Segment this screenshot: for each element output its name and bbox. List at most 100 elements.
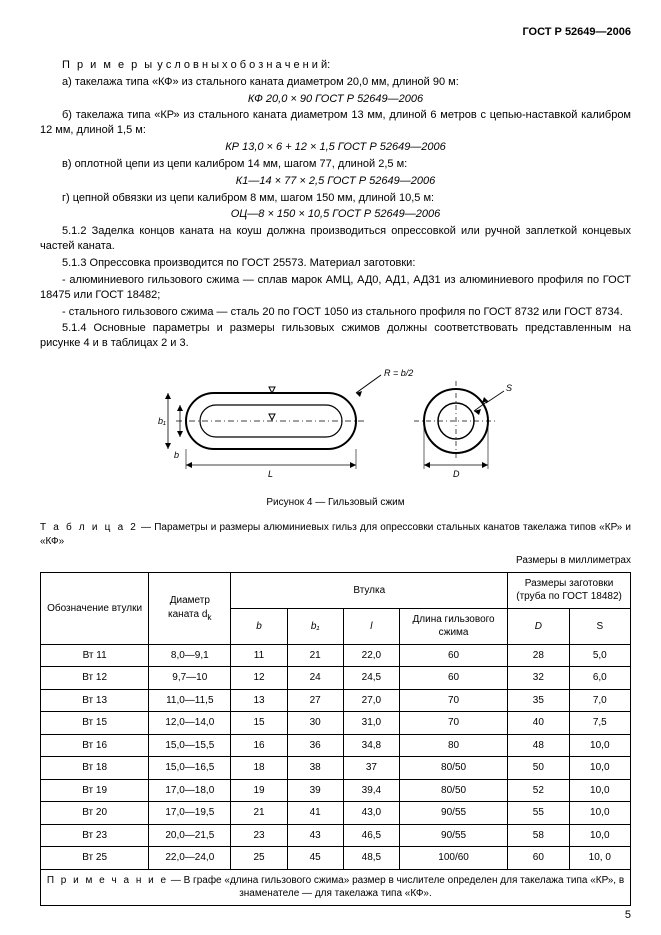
cell-name: Вт 23	[41, 824, 149, 847]
cell-b: 13	[231, 689, 287, 712]
table-row: Вт 1311,0—11,5132727,070357,0	[41, 689, 631, 712]
cell-name: Вт 25	[41, 847, 149, 870]
figure-caption: Рисунок 4 — Гильзовый сжим	[40, 496, 631, 510]
cell-dk: 17,0—19,5	[149, 802, 231, 825]
cell-dk: 9,7—10	[149, 667, 231, 690]
table-row: Вт 1512,0—14,0153031,070407,5	[41, 712, 631, 735]
figure-svg: R = b/2 b₁ b L	[156, 363, 516, 483]
cell-b1: 27	[287, 689, 343, 712]
th-zagotovka: Размеры заготовки (труба по ГОСТ 18482)	[508, 572, 631, 608]
th-D: D	[508, 608, 569, 644]
cell-S: 10,0	[569, 734, 630, 757]
cell-name: Вт 20	[41, 802, 149, 825]
cell-S: 10,0	[569, 779, 630, 802]
cell-S: 6,0	[569, 667, 630, 690]
cell-dk: 17,0—18,0	[149, 779, 231, 802]
cell-S: 10,0	[569, 824, 630, 847]
cell-D: 55	[508, 802, 569, 825]
cell-D: 48	[508, 734, 569, 757]
cell-len: 70	[399, 712, 507, 735]
cell-S: 10,0	[569, 802, 630, 825]
cell-b: 23	[231, 824, 287, 847]
formula-b: КР 13,0 × 6 + 12 × 1,5 ГОСТ Р 52649—2006	[40, 140, 631, 155]
cell-dk: 8,0—9,1	[149, 644, 231, 667]
cell-S: 10,0	[569, 757, 630, 780]
cell-dk: 22,0—24,0	[149, 847, 231, 870]
cell-S: 7,0	[569, 689, 630, 712]
formula-a: КФ 20,0 × 90 ГОСТ Р 52649—2006	[40, 92, 631, 107]
table-2: Обозначение втулки Диаметр каната dk Вту…	[40, 572, 631, 906]
cell-b: 15	[231, 712, 287, 735]
cell-b: 19	[231, 779, 287, 802]
cell-b1: 30	[287, 712, 343, 735]
note-rest: — В графе «длина гильзового сжима» разме…	[168, 875, 624, 900]
example-b: б) такелажа типа «КР» из стального канат…	[40, 108, 631, 138]
table-row: Вт 1615,0—15,5163634,8804810,0	[41, 734, 631, 757]
label-b: b	[174, 450, 179, 460]
example-g: г) цепной обвязки из цепи калибром 8 мм,…	[40, 191, 631, 206]
cell-dk: 12,0—14,0	[149, 712, 231, 735]
para-512: 5.1.2 Заделка концов каната на коуш долж…	[40, 224, 631, 254]
cell-name: Вт 13	[41, 689, 149, 712]
cell-b1: 41	[287, 802, 343, 825]
cell-len: 90/55	[399, 802, 507, 825]
table-row: Вт 2017,0—19,5214143,090/555510,0	[41, 802, 631, 825]
table-row: Вт 129,7—10122424,560326,0	[41, 667, 631, 690]
cell-len: 80	[399, 734, 507, 757]
table-caption-label: Т а б л и ц а 2	[40, 522, 138, 533]
cell-b: 18	[231, 757, 287, 780]
cell-b1: 45	[287, 847, 343, 870]
cell-len: 100/60	[399, 847, 507, 870]
cell-l: 48,5	[343, 847, 399, 870]
table-caption: Т а б л и ц а 2 — Параметры и размеры ал…	[40, 521, 631, 548]
cell-D: 50	[508, 757, 569, 780]
figure-4: R = b/2 b₁ b L	[40, 363, 631, 488]
page: ГОСТ Р 52649—2006 П р и м е р ы у с л о …	[0, 0, 661, 935]
para-513a: - алюминиевого гильзового сжима — сплав …	[40, 273, 631, 303]
cell-dk: 15,0—16,5	[149, 757, 231, 780]
th-name: Обозначение втулки	[41, 572, 149, 644]
cell-name: Вт 18	[41, 757, 149, 780]
cell-len: 60	[399, 644, 507, 667]
cell-D: 40	[508, 712, 569, 735]
cell-len: 90/55	[399, 824, 507, 847]
cell-b: 21	[231, 802, 287, 825]
cell-S: 7,5	[569, 712, 630, 735]
cell-b1: 38	[287, 757, 343, 780]
th-S: S	[569, 608, 630, 644]
label-L: L	[268, 469, 273, 479]
cell-D: 32	[508, 667, 569, 690]
example-a: а) такелажа типа «КФ» из стального канат…	[40, 75, 631, 90]
cell-S: 10, 0	[569, 847, 630, 870]
th-l: l	[343, 608, 399, 644]
label-D: D	[453, 469, 460, 479]
para-514: 5.1.4 Основные параметры и размеры гильз…	[40, 321, 631, 351]
cell-b: 11	[231, 644, 287, 667]
cell-S: 5,0	[569, 644, 630, 667]
th-dk: Диаметр каната dk	[149, 572, 231, 644]
cell-name: Вт 12	[41, 667, 149, 690]
table-units: Размеры в миллиметрах	[40, 554, 631, 568]
cell-l: 24,5	[343, 667, 399, 690]
cell-b: 12	[231, 667, 287, 690]
cell-len: 80/50	[399, 757, 507, 780]
cell-dk: 15,0—15,5	[149, 734, 231, 757]
table-row: Вт 2522,0—24,0254548,5100/606010, 0	[41, 847, 631, 870]
cell-dk: 20,0—21,5	[149, 824, 231, 847]
examples-word: П р и м е р ы	[62, 59, 154, 71]
cell-D: 28	[508, 644, 569, 667]
label-b1: b₁	[158, 416, 166, 426]
cell-D: 60	[508, 847, 569, 870]
cell-b1: 21	[287, 644, 343, 667]
example-v: в) оплотной цепи из цепи калибром 14 мм,…	[40, 157, 631, 172]
cell-dk: 11,0—11,5	[149, 689, 231, 712]
cell-l: 46,5	[343, 824, 399, 847]
cell-D: 58	[508, 824, 569, 847]
cell-name: Вт 15	[41, 712, 149, 735]
label-R: R = b/2	[384, 368, 413, 378]
cell-name: Вт 16	[41, 734, 149, 757]
cell-D: 52	[508, 779, 569, 802]
table-note: П р и м е ч а н и е — В графе «длина гил…	[41, 869, 631, 905]
th-b1: b₁	[287, 608, 343, 644]
cell-b1: 39	[287, 779, 343, 802]
